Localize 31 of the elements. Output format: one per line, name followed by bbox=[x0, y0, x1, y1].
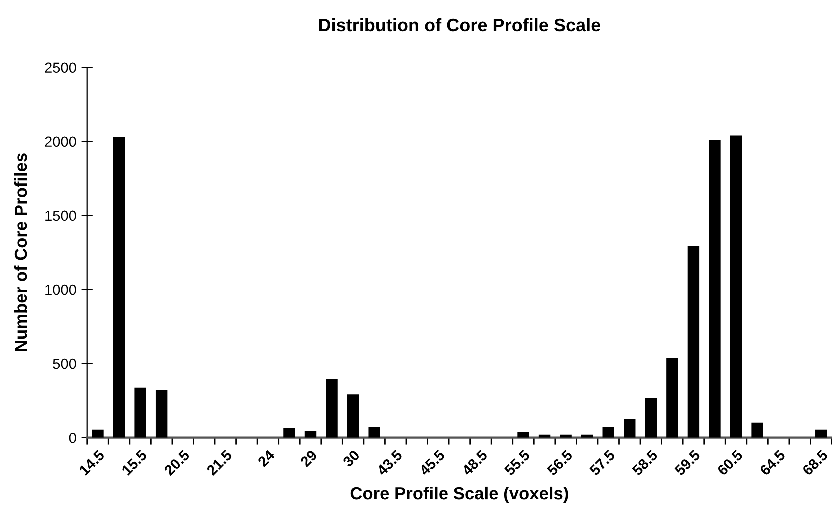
x-tick-label: 30 bbox=[342, 450, 360, 468]
bar bbox=[92, 430, 104, 438]
chart-title: Distribution of Core Profile Scale bbox=[319, 18, 601, 32]
bar bbox=[518, 432, 530, 438]
x-tick-label: 24 bbox=[257, 449, 276, 468]
bar bbox=[368, 427, 380, 438]
y-tick-label: 2500 bbox=[45, 62, 76, 74]
bar bbox=[347, 394, 360, 438]
bar bbox=[602, 427, 614, 438]
bar bbox=[326, 379, 338, 438]
y-tick-label: 500 bbox=[53, 358, 76, 370]
bar bbox=[624, 419, 636, 438]
x-axis-title: Core Profile Scale (voxels) bbox=[350, 486, 568, 504]
bar bbox=[645, 398, 658, 438]
bar bbox=[709, 140, 721, 438]
bar bbox=[730, 136, 742, 438]
y-tick-label: 0 bbox=[69, 432, 76, 444]
y-axis-title: Number of Core Profiles bbox=[14, 154, 28, 352]
bar bbox=[304, 431, 317, 438]
bar bbox=[113, 137, 126, 438]
x-tick-label: 29 bbox=[300, 450, 318, 468]
bar bbox=[284, 428, 296, 438]
bar bbox=[666, 358, 678, 438]
bar bbox=[156, 390, 168, 438]
y-tick-label: 1000 bbox=[46, 284, 76, 296]
bar bbox=[816, 430, 828, 438]
bar bbox=[134, 388, 146, 438]
y-tick-label: 2000 bbox=[45, 136, 76, 148]
y-tick-label: 1500 bbox=[46, 210, 76, 222]
bar bbox=[752, 422, 764, 438]
bar bbox=[688, 246, 700, 438]
